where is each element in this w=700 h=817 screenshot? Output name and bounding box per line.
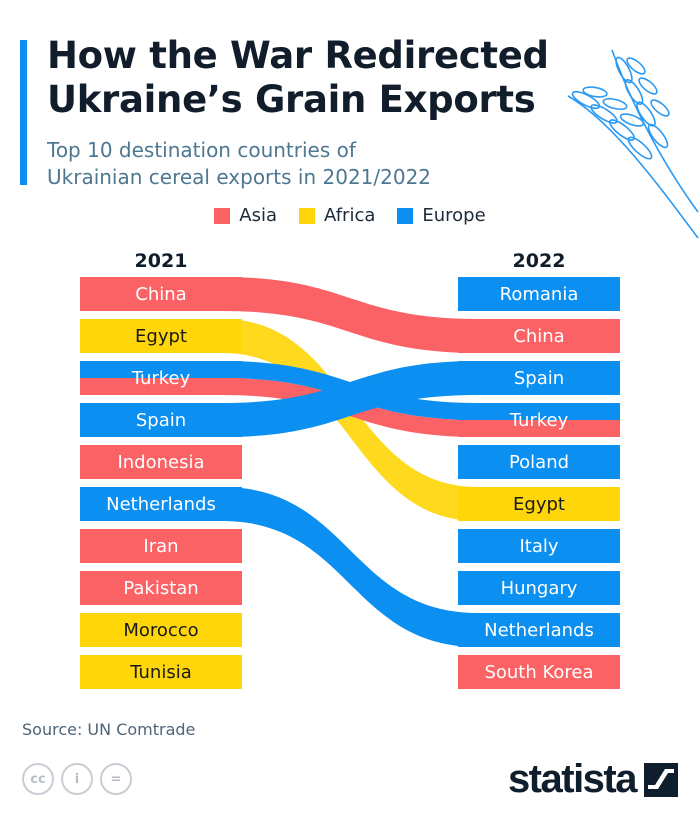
rank-box-2022-poland: Poland <box>458 445 620 479</box>
rank-box-label: Spain <box>514 368 564 389</box>
rank-box-fill <box>458 277 620 311</box>
rank-box-2022-spain: Spain <box>458 361 620 395</box>
rank-box-2021-turkey: Turkey <box>80 361 242 395</box>
rank-box-fill-bottom <box>80 378 242 395</box>
title-line-2: Ukraine’s Grain Exports <box>47 78 536 121</box>
rank-box-label: Netherlands <box>106 494 216 515</box>
rank-box-label: Hungary <box>501 578 578 599</box>
subtitle-line-2: Ukrainian cereal exports in 2021/2022 <box>47 165 432 189</box>
legend-item-europe: Europe <box>397 205 486 226</box>
rank-box-label: Morocco <box>123 620 198 641</box>
brand-wordmark: statista <box>507 757 638 801</box>
subtitle-line-1: Top 10 destination countries of <box>47 138 356 162</box>
legend-item-africa: Africa <box>299 205 375 226</box>
rank-box-2022-china: China <box>458 319 620 353</box>
rank-box-fill <box>80 445 242 479</box>
rank-box-label: Tunisia <box>129 662 192 683</box>
rank-box-label: Poland <box>509 452 569 473</box>
cc-icon: cc <box>22 763 54 795</box>
statista-mark-icon <box>644 762 678 797</box>
chart-legend: Asia Africa Europe <box>0 205 700 226</box>
rank-box-label: South Korea <box>484 662 593 683</box>
rank-box-2021-morocco: Morocco <box>80 613 242 647</box>
year-label-2021: 2021 <box>134 250 188 272</box>
flow-band-china <box>222 277 478 353</box>
legend-item-asia: Asia <box>214 205 277 226</box>
rank-box-2021-indonesia: Indonesia <box>80 445 242 479</box>
rank-flow-chart: China Egypt Turkey Spain Indonesia Netherland… <box>80 277 620 689</box>
rank-box-label: China <box>135 284 186 305</box>
rank-box-2021-netherlands: Netherlands <box>80 487 242 521</box>
rank-box-label: Italy <box>519 536 558 557</box>
year-label-2022: 2022 <box>512 250 566 272</box>
rank-box-fill <box>80 655 242 689</box>
rank-box-2022-hungary: Hungary <box>458 571 620 605</box>
source-note: Source: UN Comtrade <box>22 720 196 739</box>
license-icons: cc i = <box>22 763 132 795</box>
rank-box-fill <box>458 319 620 353</box>
rank-box-2022-south-korea: South Korea <box>458 655 620 689</box>
rank-box-label: Pakistan <box>123 578 198 599</box>
rank-box-fill <box>80 403 242 437</box>
rank-box-2022-egypt: Egypt <box>458 487 620 521</box>
legend-label: Europe <box>422 205 486 226</box>
rank-box-fill <box>458 487 620 521</box>
legend-label: Africa <box>324 205 376 226</box>
rank-box-2021-china: China <box>80 277 242 311</box>
rank-box-fill-top <box>458 403 620 420</box>
by-icon: i <box>61 763 93 795</box>
rank-box-label: Romania <box>500 284 579 305</box>
rank-box-2022-turkey: Turkey <box>458 403 620 437</box>
title-line-1: How the War Redirected <box>47 34 549 77</box>
rank-box-label: Netherlands <box>484 620 594 641</box>
legend-swatch <box>397 207 414 224</box>
legend-swatch <box>299 207 316 224</box>
rank-box-2022-romania: Romania <box>458 277 620 311</box>
rank-box-2022-netherlands: Netherlands <box>458 613 620 647</box>
flow-band-netherlands <box>222 487 478 647</box>
rank-box-2022-italy: Italy <box>458 529 620 563</box>
rank-box-fill <box>80 277 242 311</box>
rank-box-fill <box>458 613 620 647</box>
rank-box-2021-egypt: Egypt <box>80 319 242 353</box>
statista-logo: statista <box>508 757 678 802</box>
rank-box-2021-pakistan: Pakistan <box>80 571 242 605</box>
rank-box-fill <box>458 655 620 689</box>
rank-box-label: Egypt <box>513 494 565 515</box>
rank-box-fill <box>458 571 620 605</box>
rank-box-fill <box>458 529 620 563</box>
rank-box-fill <box>458 361 620 395</box>
rank-box-fill-top <box>80 361 242 378</box>
page-title: How the War Redirected Ukraine’s Grain E… <box>47 34 549 122</box>
legend-label: Asia <box>239 205 278 226</box>
page-subtitle: Top 10 destination countries of Ukrainia… <box>47 137 431 191</box>
rank-box-fill-bottom <box>458 420 620 437</box>
rank-box-label: Turkey <box>131 368 191 389</box>
rank-box-fill <box>458 445 620 479</box>
rank-box-fill <box>80 319 242 353</box>
rank-box-fill <box>80 487 242 521</box>
rank-box-2021-tunisia: Tunisia <box>80 655 242 689</box>
legend-swatch <box>214 207 231 224</box>
rank-box-label: Iran <box>143 536 178 557</box>
rank-box-fill <box>80 571 242 605</box>
rank-box-label: Turkey <box>509 410 569 431</box>
nd-icon: = <box>100 763 132 795</box>
rank-box-label: Indonesia <box>117 452 204 473</box>
rank-box-fill <box>80 613 242 647</box>
rank-box-2021-spain: Spain <box>80 403 242 437</box>
flow-band-spain <box>222 361 478 437</box>
wheat-icon <box>567 49 699 239</box>
rank-box-fill <box>80 529 242 563</box>
rank-box-label: Egypt <box>135 326 187 347</box>
rank-box-label: China <box>513 326 564 347</box>
rank-box-2021-iran: Iran <box>80 529 242 563</box>
title-accent-bar <box>20 40 27 185</box>
rank-box-label: Spain <box>136 410 186 431</box>
